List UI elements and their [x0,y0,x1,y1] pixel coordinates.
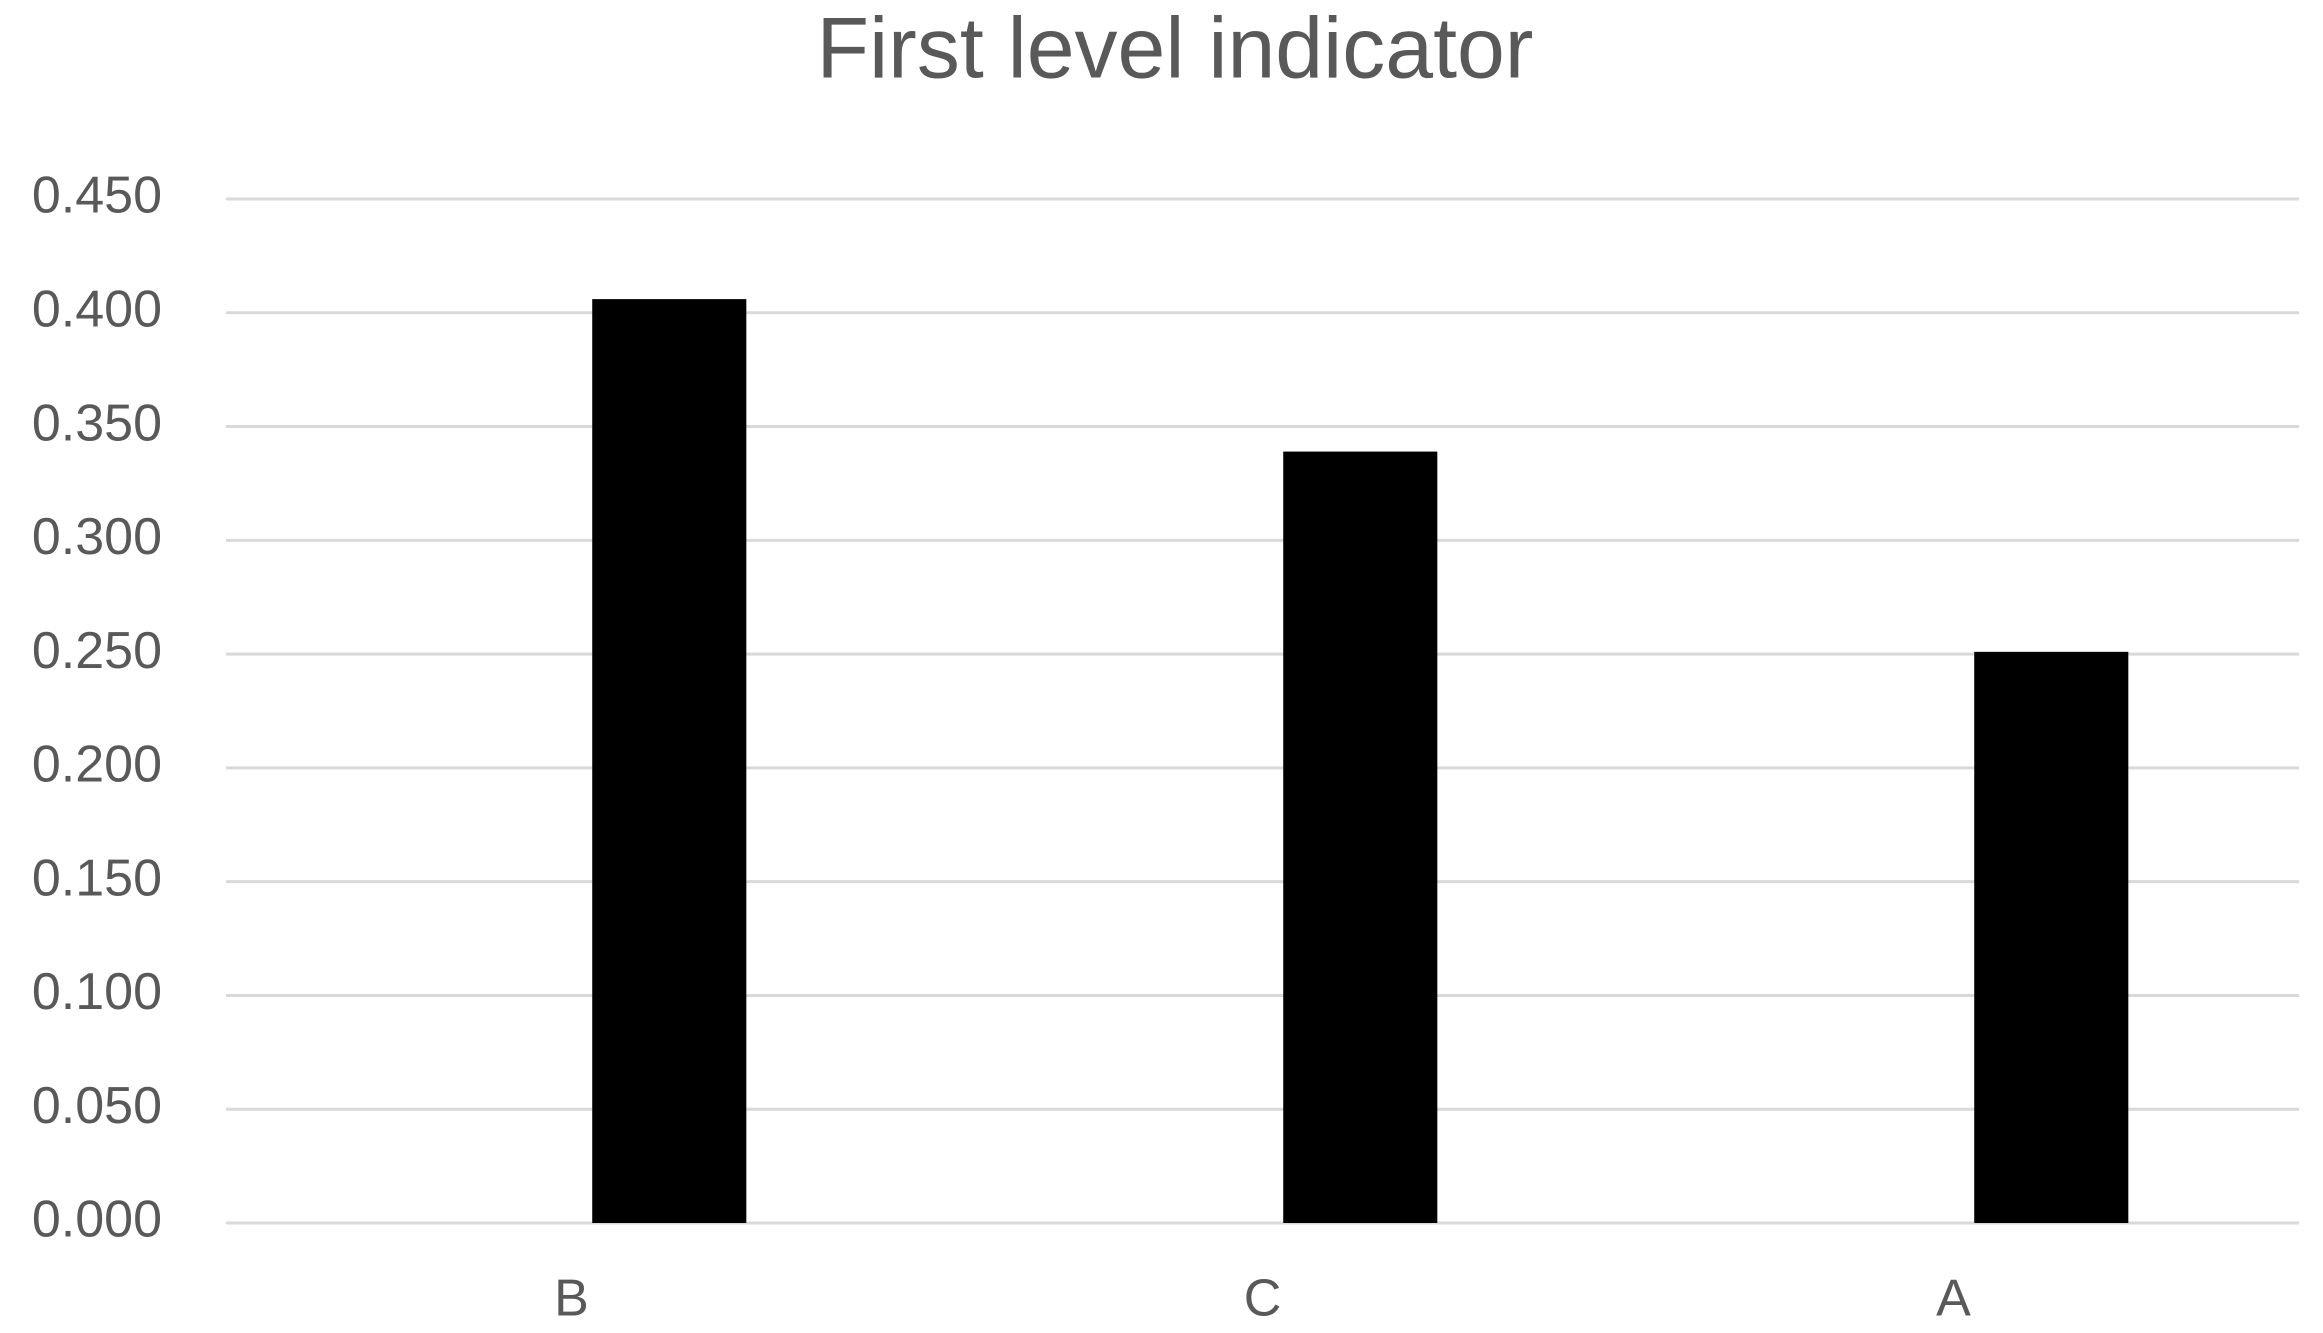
y-tick-label: 0.000 [32,1191,162,1249]
bar [592,299,747,1223]
y-tick-label: 0.350 [32,394,162,452]
y-tick-label: 0.100 [32,963,162,1021]
y-tick-label: 0.050 [32,1077,162,1135]
chart-title: First level indicator [817,1,1534,97]
bar [1283,451,1438,1223]
x-tick-label: B [554,1270,589,1328]
y-tick-label: 0.400 [32,281,162,339]
bar [1974,651,2129,1223]
y-tick-label: 0.150 [32,849,162,907]
y-tick-label: 0.450 [32,167,162,225]
x-tick-label: C [1244,1270,1282,1328]
y-tick-label: 0.200 [32,736,162,794]
y-tick-label: 0.250 [32,622,162,680]
x-tick-label: A [1936,1270,1971,1328]
y-tick-label: 0.300 [32,508,162,566]
